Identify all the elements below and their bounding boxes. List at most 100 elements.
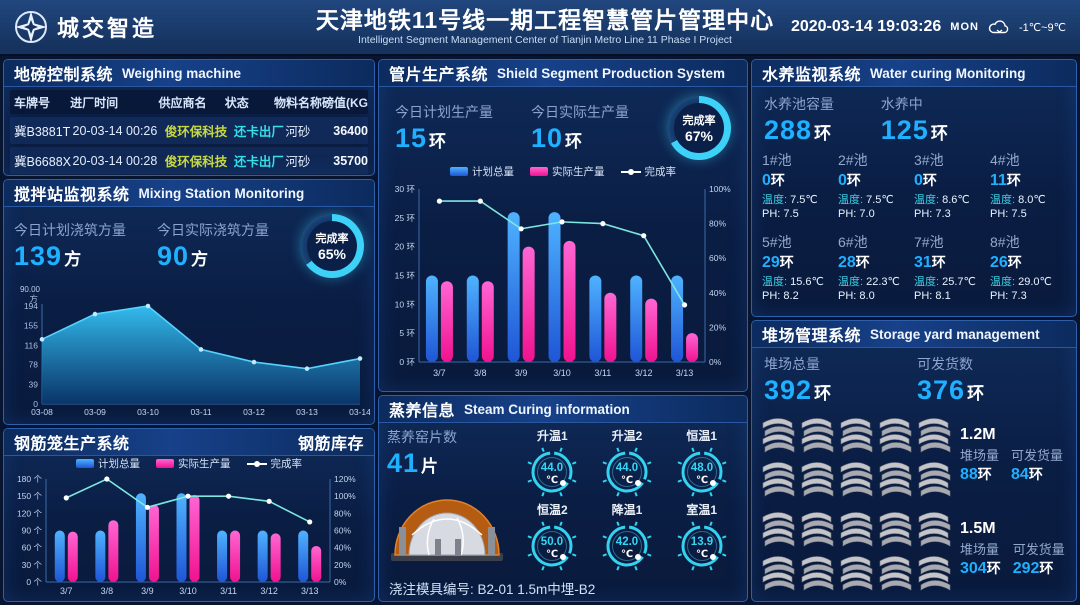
water-title-en: Water curing Monitoring bbox=[870, 65, 1026, 81]
segment-stack-icon bbox=[877, 549, 916, 593]
svg-text:℃: ℃ bbox=[696, 475, 708, 486]
pool-card: 5#池 29环 温度: 15.6℃ PH: 8.2 bbox=[762, 232, 838, 302]
mixing-title-en: Mixing Station Monitoring bbox=[138, 185, 305, 201]
legend-label: 完成率 bbox=[644, 166, 677, 178]
legend-chip-line bbox=[620, 168, 641, 176]
storage-sections: 1.2M 堆场量 88环 可发货量 84环 1.5M 堆场量 304环 可发货量 292环 bbox=[752, 408, 1076, 596]
weighing-table-header: 车牌号 进厂时间 供应商名 状态 物料名称 磅值(KG bbox=[10, 90, 368, 114]
segment-legend: 计划总量 实际生产量 完成率 bbox=[379, 164, 747, 179]
mixing-plan-stat: 今日计划浇筑方量 139 方 bbox=[14, 220, 151, 272]
pool-ring-number: 26 bbox=[990, 254, 1008, 271]
pool-ring-number: 0 bbox=[838, 172, 847, 189]
segment-stack-icon bbox=[838, 411, 877, 455]
svg-text:42.0: 42.0 bbox=[616, 536, 638, 548]
pool-name: 4#池 bbox=[990, 152, 1020, 168]
segment-stack-icon bbox=[799, 505, 838, 549]
segment-stack-icon bbox=[799, 411, 838, 455]
time-area: 2020-03-14 19:03:26 MON -1℃~9℃ bbox=[776, 18, 1066, 36]
svg-text:116: 116 bbox=[24, 340, 38, 350]
pool-card: 8#池 26环 温度: 29.0℃ PH: 7.3 bbox=[990, 232, 1066, 302]
pool-temp-value: 15.6℃ bbox=[790, 276, 824, 288]
water-curing-label: 水养中 bbox=[880, 96, 923, 112]
pool-name: 6#池 bbox=[838, 234, 868, 250]
storage-ship-label: 可发货数 bbox=[917, 356, 973, 372]
panel-water: 水养监视系统 Water curing Monitoring 水养池容量 288… bbox=[751, 59, 1077, 317]
svg-text:3/13: 3/13 bbox=[676, 368, 694, 378]
yard-quantity: 堆场量 304环 bbox=[960, 539, 1001, 578]
segment-title-en: Shield Segment Production System bbox=[497, 65, 726, 81]
right-column: 水养监视系统 Water curing Monitoring 水养池容量 288… bbox=[751, 59, 1077, 602]
svg-text:20%: 20% bbox=[334, 560, 351, 570]
svg-text:方: 方 bbox=[29, 294, 38, 304]
legend-item: 完成率 bbox=[620, 164, 677, 179]
plate-cell: 冀B3881T bbox=[14, 125, 71, 139]
pool-name: 3#池 bbox=[914, 152, 944, 168]
shippable-quantity-value: 292环 bbox=[1013, 558, 1065, 578]
svg-text:3/7: 3/7 bbox=[433, 368, 446, 378]
svg-text:120 个: 120 个 bbox=[17, 508, 43, 518]
rebar-legend: 计划总量 实际生产量 完成率 bbox=[4, 456, 374, 471]
svg-text:194: 194 bbox=[24, 301, 38, 311]
pool-ring-unit: 环 bbox=[779, 254, 794, 270]
pool-card: 1#池 0环 温度: 7.5℃ PH: 7.5 bbox=[762, 150, 838, 220]
svg-text:39: 39 bbox=[29, 379, 39, 389]
panel-steam: 蒸养信息 Steam Curing information 蒸养窑片数 41 片 bbox=[378, 395, 748, 602]
pool-ring-number: 28 bbox=[838, 254, 856, 271]
panel-rebar: 钢筋笼生产系统 钢筋库存 计划总量 实际生产量 完成率 0 个 30 个 60 个 90 … bbox=[3, 428, 375, 602]
pool-ring-count: 11环 bbox=[990, 170, 1066, 190]
water-curing-value: 125 bbox=[880, 115, 929, 145]
segment-rate-label: 完成率 bbox=[682, 115, 716, 127]
shippable-number: 292 bbox=[1012, 560, 1040, 577]
weight-cell: 35700 bbox=[333, 153, 369, 168]
water-title: 水养监视系统 Water curing Monitoring bbox=[752, 60, 1076, 87]
gauge-label: 恒温2 bbox=[536, 503, 568, 517]
svg-text:40%: 40% bbox=[334, 543, 351, 553]
mixing-completion-ring: 完成率 65% bbox=[300, 214, 364, 278]
pool-temp-label: 温度: bbox=[762, 276, 791, 288]
pool-temperature: 温度: 25.7℃ bbox=[914, 273, 990, 289]
pool-ring-number: 11 bbox=[990, 172, 1007, 189]
svg-text:℃: ℃ bbox=[621, 549, 633, 560]
segment-stack-icon bbox=[877, 505, 916, 549]
gauge-label: 升温1 bbox=[536, 429, 568, 443]
svg-text:3/7: 3/7 bbox=[60, 586, 73, 596]
storage-title-en: Storage yard management bbox=[870, 326, 1040, 342]
svg-text:155: 155 bbox=[24, 321, 38, 331]
supplier-cell: 俊环保科技 bbox=[164, 155, 228, 169]
storage-title: 堆场管理系统 Storage yard management bbox=[752, 321, 1076, 348]
legend-chip-line bbox=[246, 460, 267, 468]
pool-ring-number: 31 bbox=[914, 254, 932, 271]
svg-text:03-11: 03-11 bbox=[190, 407, 211, 417]
mixing-title: 搅拌站监视系统 Mixing Station Monitoring bbox=[4, 180, 374, 207]
storage-title-cn: 堆场管理系统 bbox=[762, 328, 862, 345]
mixing-actual-stat: 今日实际浇筑方量 90 方 bbox=[157, 220, 294, 272]
pool-temperature: 温度: 7.5℃ bbox=[762, 191, 838, 207]
legend-chip-pink bbox=[156, 459, 174, 468]
svg-text:20 环: 20 环 bbox=[395, 242, 416, 252]
segment-stack-icon bbox=[799, 455, 838, 499]
storage-info-columns: 堆场量 88环 可发货量 84环 bbox=[960, 445, 1068, 484]
datetime: 2020-03-14 19:03:26 bbox=[790, 18, 942, 35]
pool-name: 8#池 bbox=[990, 234, 1020, 250]
mixing-title-cn: 搅拌站监视系统 bbox=[14, 187, 130, 204]
segment-stack-icon bbox=[838, 549, 877, 593]
segment-stack-icon bbox=[877, 411, 916, 455]
segment-actual-stat: 今日实际生产量 10 环 bbox=[531, 102, 661, 154]
svg-text:44.0: 44.0 bbox=[616, 462, 638, 474]
segment-stacks bbox=[760, 505, 956, 593]
legend-item: 实际生产量 bbox=[530, 164, 605, 179]
mould-image bbox=[387, 483, 515, 565]
main-grid: 地磅控制系统 Weighing machine 车牌号 进厂时间 供应商名 状态 物料名… bbox=[0, 56, 1080, 605]
svg-text:0 环: 0 环 bbox=[399, 357, 415, 367]
pool-ph: PH: 8.1 bbox=[914, 290, 951, 302]
gauge-label: 恒温1 bbox=[686, 429, 717, 443]
pool-ring-count: 29环 bbox=[762, 252, 838, 272]
segment-actual-label: 今日实际生产量 bbox=[531, 104, 629, 120]
segment-stack-icon bbox=[760, 411, 799, 455]
pool-ring-count: 28环 bbox=[838, 252, 914, 272]
water-title-cn: 水养监视系统 bbox=[762, 67, 862, 84]
svg-text:03-14: 03-14 bbox=[349, 407, 370, 417]
pool-temp-label: 温度: bbox=[914, 276, 943, 288]
svg-text:80%: 80% bbox=[709, 219, 726, 229]
